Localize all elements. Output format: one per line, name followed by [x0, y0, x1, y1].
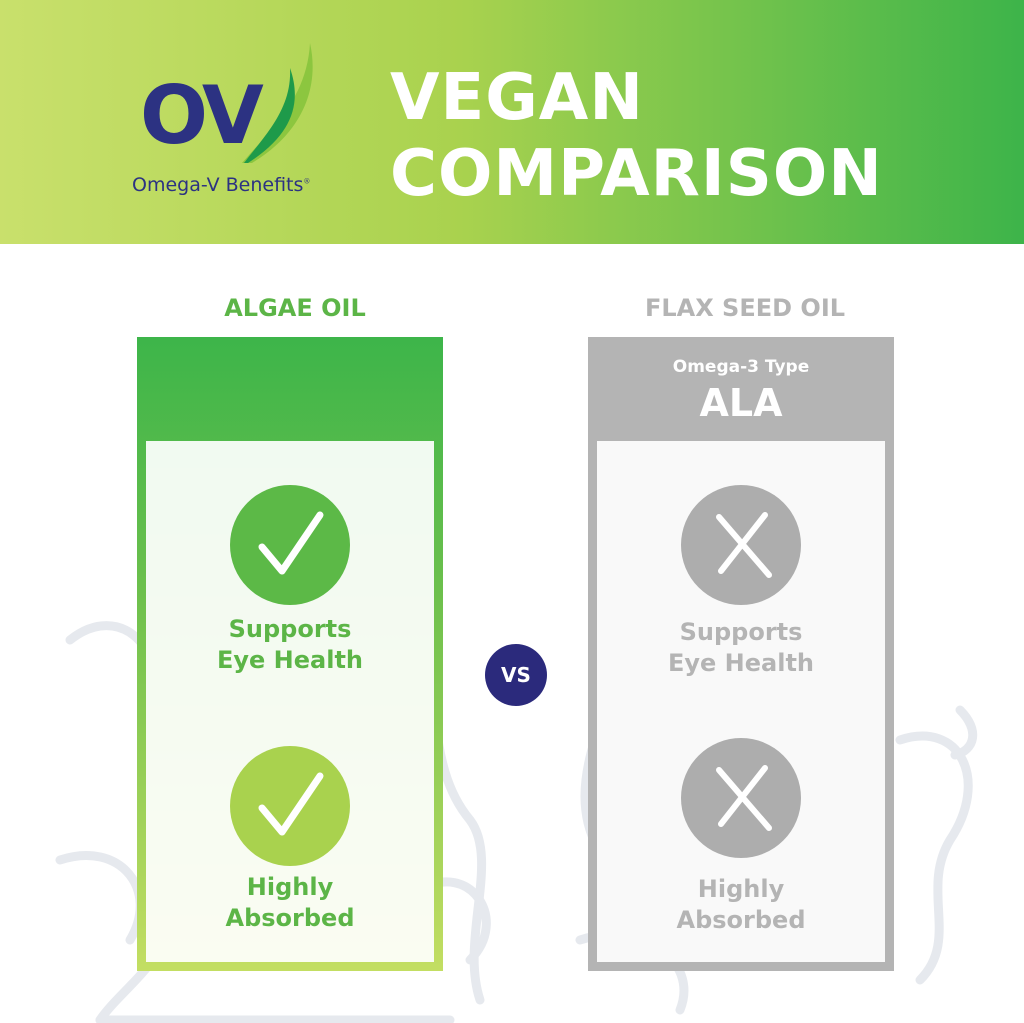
x-icon	[681, 485, 801, 605]
logo-mark: OV	[140, 69, 264, 162]
flax-seed-oil-label: FLAX SEED OIL	[644, 294, 846, 322]
omega-3-type-value: ALA	[699, 381, 783, 425]
algae-oil-card-body: Supports Eye Health Highly Absorbed	[146, 441, 434, 962]
leaf-icon	[242, 43, 313, 163]
logo: OV Omega-V Benefits®	[132, 38, 362, 208]
flax-seed-oil-card-body: Supports Eye Health Highly Absorbed	[597, 441, 885, 962]
title-line-2: COMPARISON	[390, 137, 883, 211]
omega-3-type-label: Omega-3 Type	[672, 357, 810, 377]
title-line-1: VEGAN	[390, 61, 644, 135]
flax-seed-oil-card: Omega-3 Type ALA Supports Eye Health High…	[588, 337, 894, 971]
brand-name: Omega-V Benefits®	[132, 174, 311, 196]
feature-supports-eye-health: Supports Eye Health	[216, 615, 363, 674]
check-icon	[230, 485, 350, 605]
page-title: VEGAN COMPARISON	[390, 60, 883, 212]
algae-oil-label: ALGAE OIL	[224, 294, 366, 322]
feature-highly-absorbed: Highly Absorbed	[676, 875, 806, 934]
feature-supports-eye-health: Supports Eye Health	[667, 618, 814, 677]
header-banner: OV Omega-V Benefits® VEGAN COMPARISON	[0, 0, 1024, 244]
vs-badge: VS	[485, 644, 547, 706]
algae-oil-card: Supports Eye Health Highly Absorbed	[137, 337, 443, 971]
feature-highly-absorbed: Highly Absorbed	[225, 873, 355, 932]
x-icon	[681, 738, 801, 858]
check-icon	[230, 746, 350, 866]
